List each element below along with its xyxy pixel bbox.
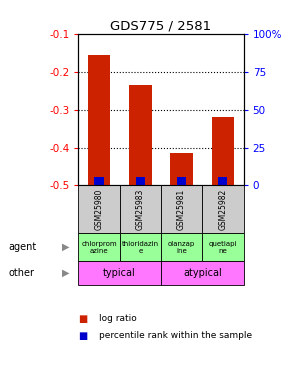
Text: GSM25980: GSM25980 bbox=[95, 189, 104, 230]
Text: log ratio: log ratio bbox=[99, 314, 136, 323]
Text: ▶: ▶ bbox=[61, 268, 69, 278]
Bar bbox=[136, 177, 145, 186]
Text: percentile rank within the sample: percentile rank within the sample bbox=[99, 331, 252, 340]
Bar bbox=[88, 55, 110, 186]
Bar bbox=[202, 186, 244, 233]
Text: quetiapi
ne: quetiapi ne bbox=[209, 241, 237, 254]
Bar bbox=[161, 233, 202, 261]
Bar bbox=[202, 233, 244, 261]
Bar bbox=[177, 177, 186, 186]
Bar bbox=[129, 85, 152, 186]
Text: atypical: atypical bbox=[183, 268, 222, 278]
Bar bbox=[218, 177, 227, 186]
Text: typical: typical bbox=[103, 268, 136, 278]
Bar bbox=[78, 261, 161, 285]
Bar bbox=[212, 117, 234, 186]
Bar bbox=[119, 186, 161, 233]
Text: ■: ■ bbox=[78, 314, 88, 324]
Text: GSM25981: GSM25981 bbox=[177, 189, 186, 230]
Bar bbox=[78, 233, 119, 261]
Bar bbox=[95, 177, 104, 186]
Text: GSM25983: GSM25983 bbox=[136, 189, 145, 230]
Text: ■: ■ bbox=[78, 331, 88, 340]
Text: chlorprom
azine: chlorprom azine bbox=[81, 241, 117, 254]
Text: olanzap
ine: olanzap ine bbox=[168, 241, 195, 254]
Text: agent: agent bbox=[9, 242, 37, 252]
Bar bbox=[170, 153, 193, 186]
Text: GSM25982: GSM25982 bbox=[218, 189, 227, 230]
Text: other: other bbox=[9, 268, 35, 278]
Bar bbox=[161, 186, 202, 233]
Text: thioridazin
e: thioridazin e bbox=[122, 241, 159, 254]
Bar bbox=[119, 233, 161, 261]
Bar bbox=[161, 261, 244, 285]
Title: GDS775 / 2581: GDS775 / 2581 bbox=[110, 20, 211, 33]
Text: ▶: ▶ bbox=[61, 242, 69, 252]
Bar bbox=[78, 186, 119, 233]
